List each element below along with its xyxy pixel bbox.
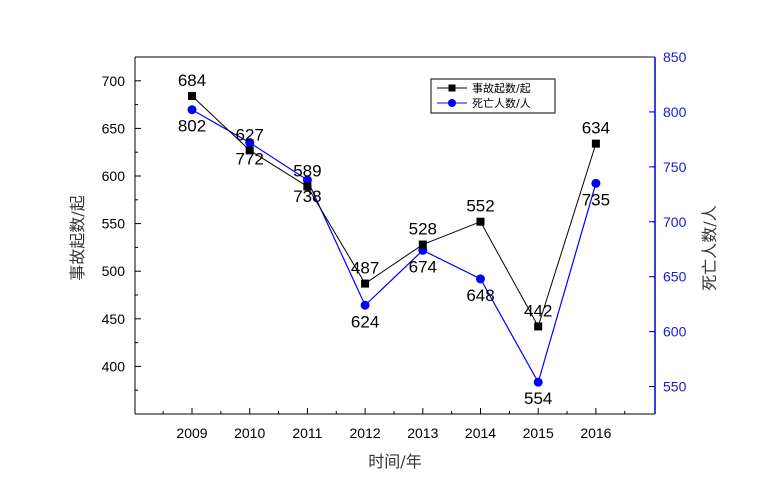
data-point-accidents [534,322,543,331]
x-tick-label: 2012 [350,425,381,441]
data-point-accidents [476,217,485,226]
series-line-accidents [191,95,597,328]
left-tick-label: 500 [102,263,126,279]
left-tick-label: 550 [102,216,126,232]
legend-marker-accidents [448,84,456,92]
data-label-accidents: 684 [178,71,206,90]
data-point-accidents [245,146,254,155]
right-tick-label: 600 [663,324,687,340]
data-label-deaths: 624 [351,312,379,331]
data-label-accidents: 589 [293,161,321,180]
data-point-accidents [303,182,312,191]
x-tick-label: 2016 [580,425,611,441]
x-tick-label: 2010 [234,425,265,441]
data-label-deaths: 738 [293,187,321,206]
data-point-accidents [591,139,600,148]
series-line-deaths [191,109,597,384]
data-label-accidents: 528 [409,220,437,239]
data-point-deaths [302,175,312,185]
data-point-deaths [591,178,601,188]
left-tick-label: 700 [102,73,126,89]
data-label-accidents: 442 [524,301,552,320]
right-tick-label: 750 [663,159,687,175]
axes-group: 2009 2010 2011 2012 2013 2014 2015 2016 400 450 50… [102,49,687,441]
x-tick-label: 2011 [292,425,322,441]
x-tick-label: 2009 [176,425,207,441]
left-axis-title: 事故起数/起 [68,195,87,280]
right-tick-label: 800 [663,104,687,120]
data-label-deaths: 802 [178,117,206,136]
right-tick-label: 850 [663,49,687,65]
data-label-deaths: 554 [524,389,552,408]
data-point-deaths [476,274,485,284]
data-point-deaths [245,138,255,148]
data-label-accidents: 487 [351,259,379,278]
data-point-accidents [361,279,370,288]
series-layer [187,92,601,387]
data-label-accidents: 627 [236,125,264,144]
right-tick-label: 700 [663,214,687,230]
x-tick-label: 2013 [407,425,438,441]
legend-label-accidents: 事故起数/起 [472,81,531,95]
data-label-deaths: 735 [582,190,610,209]
legend-label-deaths: 死亡人数/人 [472,96,531,110]
data-labels-layer: 684 627 589 487 528 552 442 634 802 772 738 624 674 6… [178,71,610,408]
data-point-deaths [533,377,543,387]
data-label-deaths: 648 [466,286,494,305]
x-tick-label: 2014 [465,425,496,441]
left-tick-label: 400 [102,358,126,374]
x-tick-label: 2015 [523,425,554,441]
data-label-accidents: 552 [466,197,494,216]
data-point-deaths [360,300,370,310]
left-tick-label: 450 [102,311,126,327]
data-point-accidents [418,240,427,249]
data-label-deaths: 674 [409,257,437,276]
data-point-accidents [188,92,196,101]
right-axis-title: 死亡人数/人 [700,205,719,290]
data-point-deaths [187,105,197,115]
data-label-accidents: 634 [582,119,610,138]
data-label-deaths: 772 [236,150,264,169]
right-tick-label: 550 [663,379,687,395]
left-tick-label: 650 [102,120,126,136]
left-tick-label: 600 [102,168,126,184]
right-tick-label: 650 [663,269,687,285]
x-axis-title: 时间/年 [368,452,421,471]
legend-marker-deaths [448,99,456,107]
legend: 事故起数/起 死亡人数/人 [430,78,556,114]
